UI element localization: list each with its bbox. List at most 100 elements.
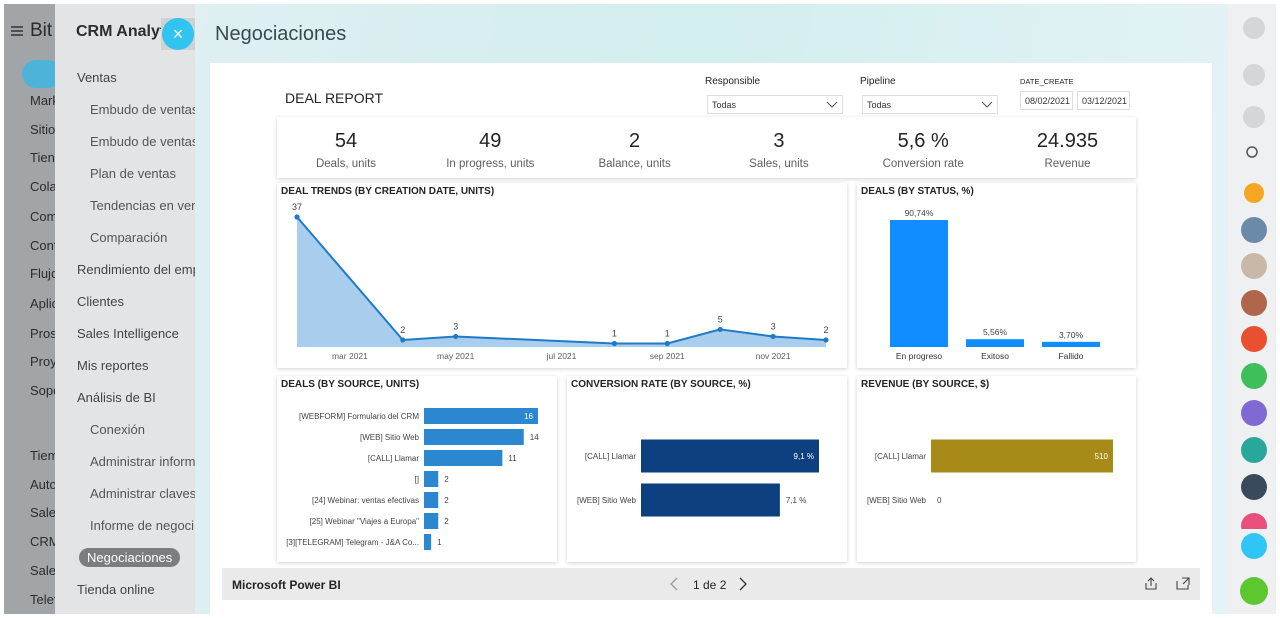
menu-icon[interactable]: [10, 24, 24, 38]
dropdown-value: Todas: [867, 100, 892, 110]
menu-section[interactable]: Tienda online: [77, 582, 155, 597]
menu-section[interactable]: Sales Intelligence: [77, 326, 179, 341]
point: [717, 326, 723, 333]
data-label: 14: [530, 433, 539, 442]
nav-item[interactable]: Mark: [30, 93, 55, 108]
x-tick-label: Exitoso: [981, 351, 1009, 361]
data-label: 2: [400, 325, 405, 335]
avatar[interactable]: [1241, 217, 1267, 243]
menu-item[interactable]: Negociaciones: [79, 548, 181, 567]
date-input[interactable]: 08/02/2021: [1020, 91, 1073, 110]
bar: [641, 483, 780, 517]
nav-item[interactable]: Tiem: [30, 448, 55, 463]
menu-section[interactable]: Análisis de BI: [77, 390, 156, 405]
nav-item[interactable]: Auto: [30, 477, 55, 492]
nav-item[interactable]: Sales: [30, 563, 55, 578]
menu-item[interactable]: Embudo de ventas: [90, 134, 195, 149]
next-page[interactable]: [737, 577, 749, 591]
nav-item[interactable]: Tien: [30, 150, 55, 165]
workgroup-icon[interactable]: [1241, 437, 1267, 463]
help-icon[interactable]: [1243, 17, 1265, 39]
data-label: 3,70%: [1059, 330, 1084, 340]
chart: [WEBFORM] Formulario del CRM 16 [WEB] Siti…: [286, 408, 539, 550]
nav-item[interactable]: Proy: [30, 354, 55, 369]
nav-item[interactable]: Aplic: [30, 296, 55, 311]
menu-item[interactable]: Tendencias en ven: [90, 198, 195, 213]
menu-section[interactable]: Ventas: [77, 70, 117, 85]
chat-icon[interactable]: [1243, 106, 1265, 128]
group-icon[interactable]: [1241, 363, 1267, 389]
call-icon[interactable]: [1240, 577, 1268, 605]
contact-icon[interactable]: [1241, 326, 1267, 352]
date-input[interactable]: 03/12/2021: [1077, 91, 1130, 110]
data-label: 1: [665, 328, 670, 338]
data-label: 510: [1095, 452, 1109, 461]
nav-item[interactable]: Sopo: [30, 383, 55, 398]
kpi-label: Conversion rate: [882, 158, 964, 170]
bar: [931, 439, 1113, 473]
chart-title: DEALS (BY STATUS, %): [861, 186, 974, 197]
menu-section[interactable]: Rendimiento del emp: [77, 262, 195, 277]
dropdown[interactable]: Todas: [707, 95, 843, 114]
chevron: [826, 101, 838, 108]
data-label: 1: [612, 328, 617, 338]
kpi-value: 49: [479, 130, 502, 152]
prev-page[interactable]: [668, 577, 680, 591]
nav-item[interactable]: Sitio: [30, 122, 55, 137]
bar: [424, 492, 439, 508]
share-icon[interactable]: [1144, 577, 1158, 591]
nav-item[interactable]: Com: [30, 209, 55, 224]
avatar[interactable]: [1241, 253, 1267, 279]
avatar[interactable]: [1241, 474, 1267, 500]
chevron-path: [826, 101, 838, 108]
bar: [424, 429, 524, 445]
point: [664, 340, 670, 347]
y-tick-label: [WEB] Sitio Web: [577, 496, 637, 505]
nav-item[interactable]: Sales: [30, 505, 55, 520]
chevron-path: [981, 101, 993, 108]
nav-item[interactable]: Pros: [30, 326, 55, 341]
kpi-label: Revenue: [1044, 158, 1091, 170]
notifications-icon[interactable]: [1243, 64, 1265, 86]
menu-item[interactable]: Comparación: [90, 230, 168, 245]
menu-item[interactable]: Conexión: [90, 422, 145, 437]
nav-item[interactable]: Cont: [30, 238, 55, 253]
nav-item[interactable]: CRM: [30, 534, 55, 549]
filter-label: DATE_CREATE: [1020, 77, 1074, 86]
point: [400, 337, 406, 343]
x-tick-label: Fallido: [1058, 351, 1083, 361]
sales-icon[interactable]: [1244, 183, 1264, 203]
calendar-icon[interactable]: [1241, 400, 1267, 426]
nav-item[interactable]: Cola: [30, 179, 55, 194]
fullscreen-icon[interactable]: [1176, 577, 1190, 591]
y-tick-label: [CALL] Llamar: [585, 452, 636, 461]
pager: 1 de 2: [693, 578, 727, 592]
menu-item[interactable]: Administrar inform: [90, 454, 195, 469]
y-tick-label: [WEBFORM] Formulario del CRM: [299, 412, 419, 421]
close-button[interactable]: ×: [162, 18, 194, 50]
chart: [CALL] Llamar 9,1 % [WEB] Sitio Web 7,1 %: [577, 439, 819, 517]
close-pill[interactable]: [22, 60, 55, 88]
right-icons: [1228, 17, 1276, 614]
chart-title: DEAL TRENDS (BY CREATION DATE, UNITS): [281, 186, 495, 197]
y-tick-label: [3][TELEGRAM] Telegram - J&A Co...: [286, 538, 419, 547]
tasks-icon[interactable]: [1241, 290, 1267, 316]
dropdown-value: Todas: [712, 100, 737, 110]
kpi-value: 24.935: [1036, 130, 1099, 152]
menu-item[interactable]: Plan de ventas: [90, 166, 177, 181]
kpi-label: In progress, units: [446, 158, 535, 170]
x-tick-label: may 2021: [437, 351, 475, 361]
menu-item[interactable]: Embudo de ventas: [90, 102, 195, 117]
chart-card: DEAL TRENDS (BY CREATION DATE, UNITS) 37 2…: [277, 183, 847, 368]
menu-item[interactable]: Administrar claves: [90, 486, 195, 501]
open-icon[interactable]: [1241, 533, 1267, 559]
dropdown[interactable]: Todas: [862, 95, 998, 114]
nav-item[interactable]: Telef: [30, 592, 55, 607]
chart-card: DEALS (BY SOURCE, UNITS) [WEBFORM] Formul…: [277, 376, 557, 562]
menu-item[interactable]: Informe de negoci: [90, 518, 195, 533]
search-icon[interactable]: [1246, 146, 1258, 158]
nav-item[interactable]: Flujo: [30, 266, 55, 281]
menu-section[interactable]: Clientes: [77, 294, 124, 309]
menu-section[interactable]: Mis reportes: [77, 358, 149, 373]
